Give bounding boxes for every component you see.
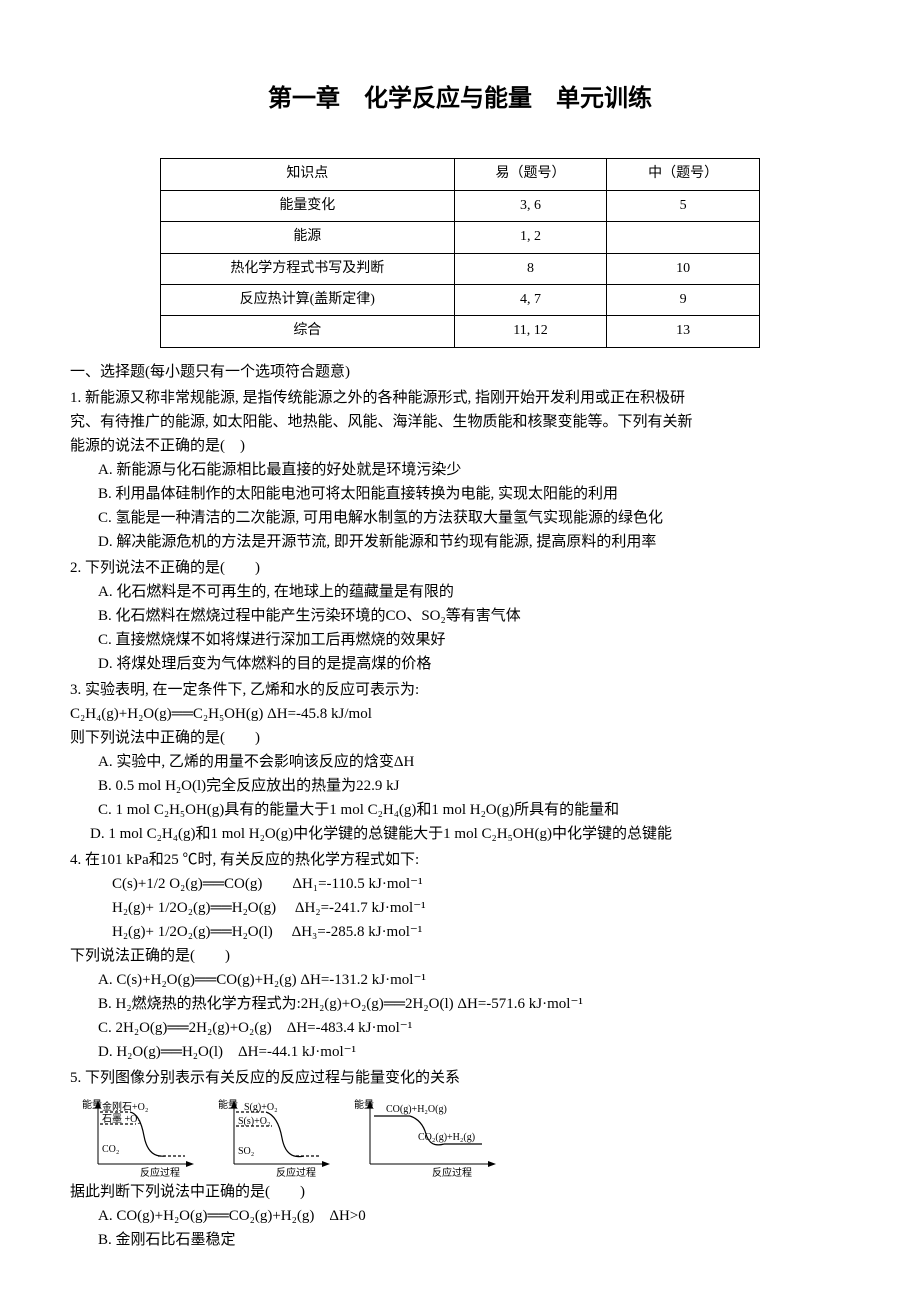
topic-table: 知识点 易（题号） 中（题号） 能量变化 3, 6 5 能源 1, 2 热化学方… xyxy=(160,158,760,347)
x-axis-label: 反应过程 xyxy=(432,1166,472,1178)
energy-diagram-3: 能量 反应过程 CO(g)+H₂O(g) CO₂(g)+H₂(g) xyxy=(352,1096,502,1178)
diagram-label: 金刚石+O₂ xyxy=(102,1100,148,1113)
table-header: 中（题号） xyxy=(607,159,760,190)
diagram-label: S(s)+O₂ xyxy=(238,1116,270,1127)
option-c: C. 1 mol C₂H₅OH(g)具有的能量大于1 mol C₂H₄(g)和1… xyxy=(70,798,850,822)
equation-dh: ΔH₁=-110.5 kJ·mol⁻¹ xyxy=(292,876,422,892)
option-b: B. 0.5 mol H₂O(l)完全反应放出的热量为22.9 kJ xyxy=(70,774,850,798)
question-stem: 究、有待推广的能源, 如太阳能、地热能、风能、海洋能、生物质能和核聚变能等。下列… xyxy=(70,410,850,434)
equation-lhs: H₂(g)+ 1/2O₂(g)══H₂O(g) xyxy=(112,900,276,916)
section-heading: 一、选择题(每小题只有一个选项符合题意) xyxy=(70,360,850,384)
table-cell: 能量变化 xyxy=(161,190,455,221)
table-cell: 9 xyxy=(607,284,760,315)
table-header: 知识点 xyxy=(161,159,455,190)
y-axis-label: 能量 xyxy=(354,1098,374,1111)
option-d: D. 将煤处理后变为气体燃料的目的是提高煤的价格 xyxy=(70,652,850,676)
y-axis-label: 能量 xyxy=(82,1098,102,1111)
table-row: 综合 11, 12 13 xyxy=(161,316,760,347)
question-stem: 能源的说法不正确的是( ) xyxy=(70,434,850,458)
equation: H₂(g)+ 1/2O₂(g)══H₂O(g) ΔH₂=-241.7 kJ·mo… xyxy=(70,896,850,920)
table-row: 热化学方程式书写及判断 8 10 xyxy=(161,253,760,284)
table-row: 反应热计算(盖斯定律) 4, 7 9 xyxy=(161,284,760,315)
x-axis-label: 反应过程 xyxy=(276,1166,316,1178)
question-stem: 下列说法正确的是( ) xyxy=(70,944,850,968)
table-cell: 5 xyxy=(607,190,760,221)
diagram-label: CO₂(g)+H₂(g) xyxy=(418,1132,475,1143)
option-a: A. CO(g)+H₂O(g)══CO₂(g)+H₂(g) ΔH>0 xyxy=(70,1204,850,1228)
option-a: A. 化石燃料是不可再生的, 在地球上的蕴藏量是有限的 xyxy=(70,580,850,604)
table-cell xyxy=(607,222,760,253)
equation: C(s)+1/2 O₂(g)══CO(g) ΔH₁=-110.5 kJ·mol⁻… xyxy=(70,872,850,896)
x-axis-label: 反应过程 xyxy=(140,1166,180,1178)
table-cell: 反应热计算(盖斯定律) xyxy=(161,284,455,315)
table-cell: 1, 2 xyxy=(454,222,607,253)
equation: H₂(g)+ 1/2O₂(g)══H₂O(l) ΔH₃=-285.8 kJ·mo… xyxy=(70,920,850,944)
page-title: 第一章 化学反应与能量 单元训练 xyxy=(70,80,850,118)
option-c: C. 直接燃烧煤不如将煤进行深加工后再燃烧的效果好 xyxy=(70,628,850,652)
table-cell: 4, 7 xyxy=(454,284,607,315)
table-cell: 10 xyxy=(607,253,760,284)
question-stem: 4. 在101 kPa和25 ℃时, 有关反应的热化学方程式如下: xyxy=(70,848,850,872)
table-row: 能量变化 3, 6 5 xyxy=(161,190,760,221)
y-axis-label: 能量 xyxy=(218,1098,238,1111)
option-a: A. C(s)+H₂O(g)══CO(g)+H₂(g) ΔH=-131.2 kJ… xyxy=(70,968,850,992)
question-3: 3. 实验表明, 在一定条件下, 乙烯和水的反应可表示为: C₂H₄(g)+H₂… xyxy=(70,678,850,846)
option-b: B. 化石燃料在燃烧过程中能产生污染环境的CO、SO₂等有害气体 xyxy=(70,604,850,628)
equation-dh: ΔH₃=-285.8 kJ·mol⁻¹ xyxy=(292,924,423,940)
table-cell: 11, 12 xyxy=(454,316,607,347)
diagram-label: S(g)+O₂ xyxy=(244,1102,278,1113)
option-c: C. 氢能是一种清洁的二次能源, 可用电解水制氢的方法获取大量氢气实现能源的绿色… xyxy=(70,506,850,530)
option-b: B. H₂燃烧热的热化学方程式为:2H₂(g)+O₂(g)══2H₂O(l) Δ… xyxy=(70,992,850,1016)
equation: C₂H₄(g)+H₂O(g)══C₂H₅OH(g) ΔH=-45.8 kJ/mo… xyxy=(70,702,850,726)
option-a: A. 新能源与化石能源相比最直接的好处就是环境污染少 xyxy=(70,458,850,482)
question-5: 5. 下列图像分别表示有关反应的反应过程与能量变化的关系 能量 反应过程 金刚石… xyxy=(70,1066,850,1252)
diagram-label: CO₂ xyxy=(102,1144,119,1155)
equation-dh: ΔH₂=-241.7 kJ·mol⁻¹ xyxy=(295,900,426,916)
table-cell: 3, 6 xyxy=(454,190,607,221)
option-d: D. 1 mol C₂H₄(g)和1 mol H₂O(g)中化学键的总键能大于1… xyxy=(70,822,850,846)
table-header-row: 知识点 易（题号） 中（题号） xyxy=(161,159,760,190)
diagram-label: CO(g)+H₂O(g) xyxy=(386,1104,447,1115)
table-cell: 8 xyxy=(454,253,607,284)
energy-diagram-2: 能量 反应过程 S(g)+O₂ S(s)+O₂ SO₂ xyxy=(216,1096,336,1178)
question-stem: 5. 下列图像分别表示有关反应的反应过程与能量变化的关系 xyxy=(70,1066,850,1090)
question-stem: 1. 新能源又称非常规能源, 是指传统能源之外的各种能源形式, 指刚开始开发利用… xyxy=(70,386,850,410)
question-stem: 2. 下列说法不正确的是( ) xyxy=(70,556,850,580)
option-b: B. 金刚石比石墨稳定 xyxy=(70,1228,850,1252)
energy-diagram-1: 能量 反应过程 金刚石+O₂ 石墨 +O₂ CO₂ xyxy=(80,1096,200,1178)
energy-diagrams: 能量 反应过程 金刚石+O₂ 石墨 +O₂ CO₂ 能量 反应过程 S( xyxy=(80,1096,850,1178)
question-stem: 则下列说法中正确的是( ) xyxy=(70,726,850,750)
question-stem: 据此判断下列说法中正确的是( ) xyxy=(70,1180,850,1204)
question-stem: 3. 实验表明, 在一定条件下, 乙烯和水的反应可表示为: xyxy=(70,678,850,702)
table-cell: 热化学方程式书写及判断 xyxy=(161,253,455,284)
option-a: A. 实验中, 乙烯的用量不会影响该反应的焓变ΔH xyxy=(70,750,850,774)
table-row: 能源 1, 2 xyxy=(161,222,760,253)
question-2: 2. 下列说法不正确的是( ) A. 化石燃料是不可再生的, 在地球上的蕴藏量是… xyxy=(70,556,850,676)
table-cell: 能源 xyxy=(161,222,455,253)
table-cell: 13 xyxy=(607,316,760,347)
question-1: 1. 新能源又称非常规能源, 是指传统能源之外的各种能源形式, 指刚开始开发利用… xyxy=(70,386,850,554)
diagram-label: SO₂ xyxy=(238,1146,254,1157)
question-4: 4. 在101 kPa和25 ℃时, 有关反应的热化学方程式如下: C(s)+1… xyxy=(70,848,850,1064)
option-d: D. H₂O(g)══H₂O(l) ΔH=-44.1 kJ·mol⁻¹ xyxy=(70,1040,850,1064)
option-c: C. 2H₂O(g)══2H₂(g)+O₂(g) ΔH=-483.4 kJ·mo… xyxy=(70,1016,850,1040)
table-cell: 综合 xyxy=(161,316,455,347)
option-d: D. 解决能源危机的方法是开源节流, 即开发新能源和节约现有能源, 提高原料的利… xyxy=(70,530,850,554)
equation-lhs: C(s)+1/2 O₂(g)══CO(g) xyxy=(112,876,262,892)
equation-lhs: H₂(g)+ 1/2O₂(g)══H₂O(l) xyxy=(112,924,273,940)
option-b: B. 利用晶体硅制作的太阳能电池可将太阳能直接转换为电能, 实现太阳能的利用 xyxy=(70,482,850,506)
table-header: 易（题号） xyxy=(454,159,607,190)
